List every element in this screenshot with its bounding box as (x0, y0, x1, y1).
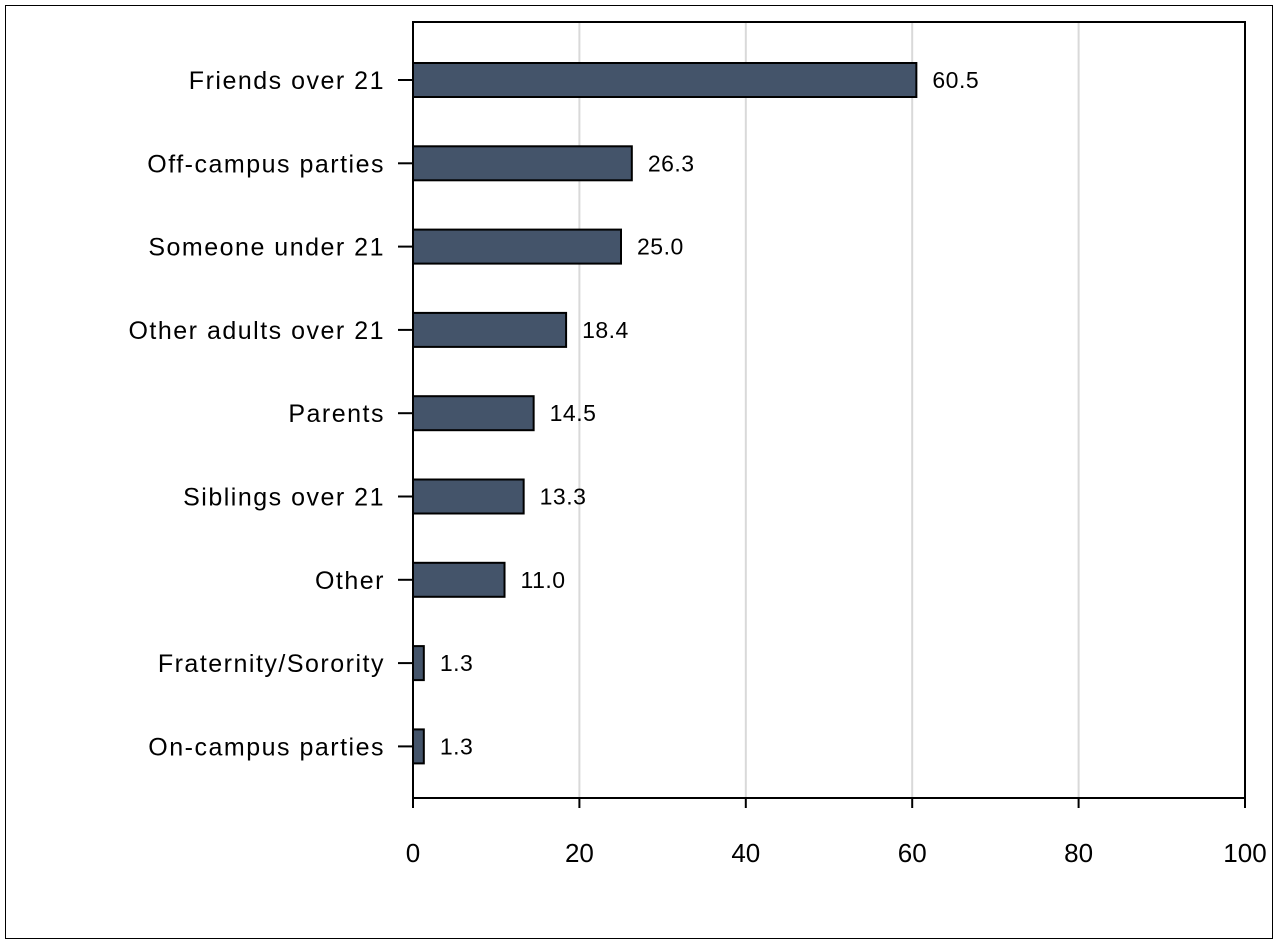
category-label: On-campus parties (148, 733, 385, 761)
bar (412, 395, 535, 432)
bar (412, 145, 633, 182)
bar (412, 478, 525, 515)
value-label: 13.3 (540, 484, 587, 510)
category-label: Off-campus parties (147, 150, 385, 178)
category-label: Parents (288, 400, 385, 428)
bar (412, 228, 622, 265)
value-label: 60.5 (932, 67, 979, 93)
bar (412, 62, 918, 98)
chart-frame (5, 5, 1273, 939)
value-label: 14.5 (550, 400, 597, 426)
x-tick-label: 0 (406, 838, 420, 868)
bar (412, 561, 506, 598)
category-labels: Friends over 21 Off-campus parties Someone… (128, 67, 413, 761)
category-label: Other adults over 21 (128, 317, 385, 345)
value-label: 1.3 (440, 733, 473, 759)
x-axis: 0 20 40 60 80 100 (406, 798, 1267, 868)
bar (412, 728, 425, 765)
bars (412, 62, 918, 765)
value-label: 11.0 (521, 567, 566, 593)
x-tick-label: 20 (565, 838, 594, 868)
category-label: Other (315, 567, 385, 595)
x-tick-label: 40 (731, 838, 760, 868)
category-label: Fraternity/Sorority (158, 650, 385, 678)
x-tick-label: 60 (898, 838, 927, 868)
bar (412, 645, 425, 682)
value-label: 1.3 (440, 650, 473, 676)
x-tick-label: 80 (1064, 838, 1093, 868)
value-label: 18.4 (582, 317, 629, 343)
category-label: Someone under 21 (148, 234, 385, 262)
category-label: Siblings over 21 (183, 484, 385, 512)
category-label: Friends over 21 (189, 67, 385, 95)
plot-area (412, 21, 1246, 799)
x-tick-label: 100 (1223, 838, 1266, 868)
value-labels: 60.5 26.3 25.0 18.4 14.5 13.3 11.0 1.3 1.3 (440, 67, 979, 759)
value-label: 25.0 (637, 234, 684, 260)
value-label: 26.3 (648, 150, 695, 176)
bar (412, 311, 568, 348)
grid-lines (578, 22, 1080, 798)
